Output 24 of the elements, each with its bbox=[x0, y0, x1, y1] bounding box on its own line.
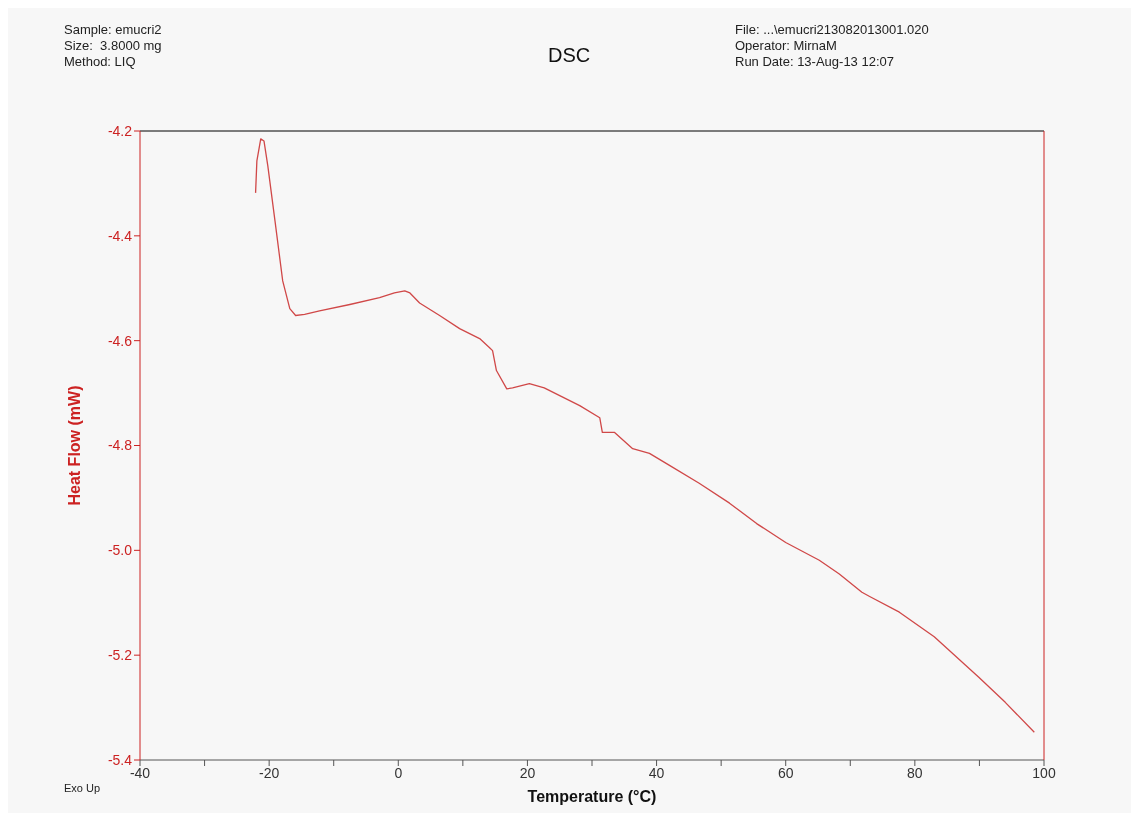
text: File: ...\emucri213082013001.020 bbox=[735, 22, 929, 38]
y-tick-label: -5.2 bbox=[107, 647, 133, 664]
y-axis-title: Heat Flow (mW) bbox=[65, 385, 83, 506]
y-tick-label: -5.0 bbox=[107, 542, 133, 559]
y-tick-label: -4.6 bbox=[107, 332, 133, 349]
text: Run Date: 13-Aug-13 12:07 bbox=[735, 54, 895, 70]
y-tick-label: -4.8 bbox=[107, 437, 133, 454]
text: Size: 3.8000 mg bbox=[64, 38, 162, 54]
x-tick-label: 100 bbox=[1032, 764, 1056, 781]
text: Exo Up bbox=[64, 781, 101, 796]
x-axis-title: Temperature (°C) bbox=[527, 788, 657, 805]
x-tick-label: -20 bbox=[259, 764, 280, 781]
chart-title: DSC bbox=[548, 44, 591, 67]
text: Method: LIQ bbox=[64, 54, 137, 70]
line-series bbox=[254, 138, 1035, 733]
x-tick-label: 80 bbox=[907, 764, 923, 781]
x-tick-label: 40 bbox=[648, 764, 665, 781]
y-tick-label: -4.4 bbox=[107, 227, 133, 244]
text: Sample: emucri2 bbox=[64, 22, 162, 38]
x-tick-label: 20 bbox=[519, 764, 536, 781]
x-tick-label: 60 bbox=[777, 764, 794, 781]
text: Operator: MirnaM bbox=[735, 38, 838, 54]
y-tick-label: -4.2 bbox=[107, 122, 133, 139]
x-tick-label: 0 bbox=[394, 764, 403, 781]
